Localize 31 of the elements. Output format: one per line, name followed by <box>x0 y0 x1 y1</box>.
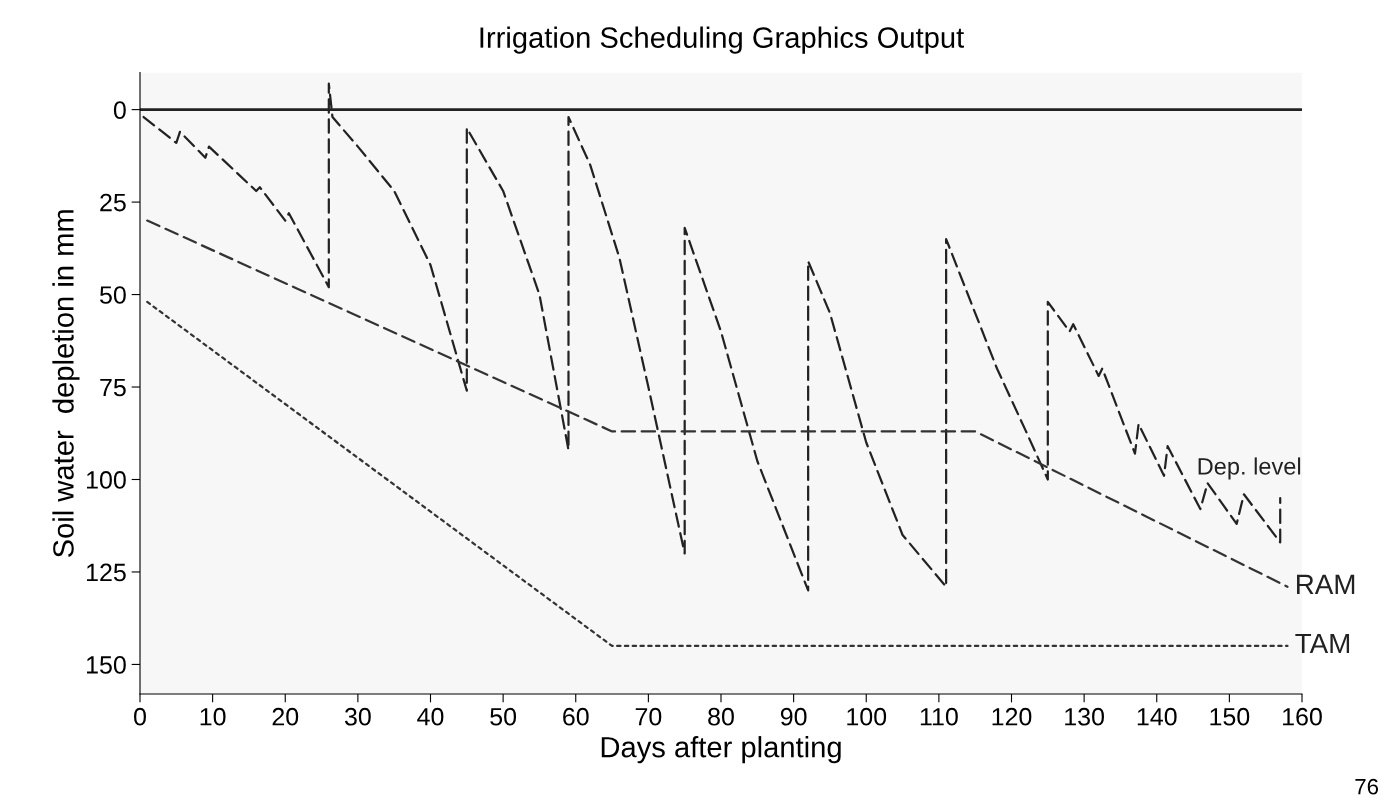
series-label: Dep. level <box>1198 457 1301 480</box>
text: 76 <box>1355 778 1379 795</box>
x-axis-title: Days after planting <box>601 736 841 764</box>
x-tick-label: 30 <box>344 707 371 726</box>
x-tick-label: 110 <box>920 707 958 726</box>
y-tick-label: 150 <box>87 656 126 674</box>
chart-title: Irrigation Scheduling Graphics Output <box>480 26 964 54</box>
x-tick-label: 120 <box>992 707 1032 726</box>
y-tick-label: 100 <box>87 471 126 489</box>
x-tick-label: 70 <box>635 707 662 726</box>
x-tick-label: 20 <box>272 707 299 726</box>
x-tick-label: 10 <box>200 707 226 726</box>
y-tick-label: 0 <box>113 101 126 119</box>
x-tick-label: 160 <box>1283 707 1322 726</box>
x-tick-label: 90 <box>780 707 807 726</box>
x-tick-label: 60 <box>563 707 589 726</box>
y-axis-title: Soil water depletion in mm <box>52 210 80 558</box>
x-tick-label: 0 <box>134 707 146 726</box>
x-tick-label: 50 <box>490 707 517 726</box>
x-tick-label: 40 <box>417 707 444 726</box>
x-tick-label: 140 <box>1137 707 1177 726</box>
x-tick-label: 130 <box>1065 707 1104 726</box>
x-tick-label: 100 <box>847 707 887 726</box>
x-tick-label: 80 <box>708 707 734 726</box>
y-tick-label: 75 <box>100 378 126 397</box>
y-tick-label: 125 <box>87 563 126 582</box>
series-label: TAM <box>1295 634 1350 654</box>
x-tick-label: 150 <box>1210 707 1250 726</box>
series-label: RAM <box>1297 574 1355 594</box>
y-tick-label: 25 <box>100 193 126 212</box>
y-tick-label: 50 <box>100 286 126 304</box>
